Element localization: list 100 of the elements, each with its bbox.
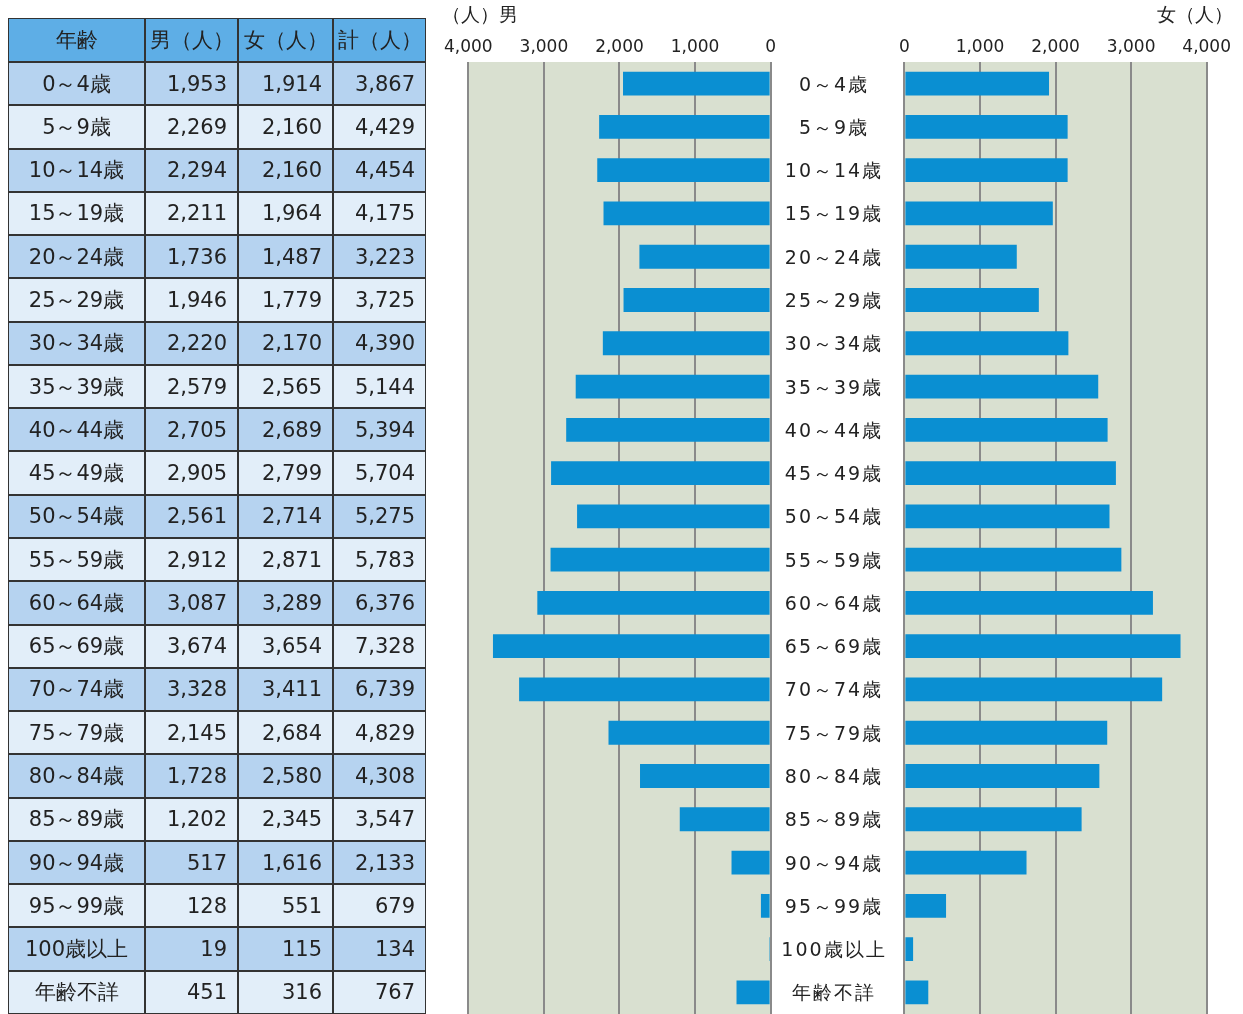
bar: [905, 288, 1039, 312]
y-tick-label: 20～24歳: [783, 244, 885, 270]
text: 5,144: [333, 364, 426, 409]
text: 60～64歳: [8, 581, 145, 625]
text: 100歳以上: [8, 927, 145, 971]
text: 3,547: [333, 797, 426, 841]
y-tick-label: 80～84歳: [783, 764, 885, 789]
bar: [905, 850, 1027, 875]
x-tick-label: 4,000: [1182, 36, 1231, 57]
text: 95～99歳: [8, 884, 145, 928]
text: 7,328: [333, 624, 426, 668]
text: 3,725: [333, 278, 426, 322]
bar: [905, 547, 1122, 572]
text: 6,376: [333, 581, 426, 625]
bar: [905, 158, 1068, 183]
bar: [905, 244, 1017, 269]
bar: [760, 893, 770, 918]
text: 4,390: [333, 321, 426, 365]
x-axis-title: 女（人）: [1157, 2, 1233, 27]
x-tick-label: 2,000: [595, 36, 644, 57]
text: 4,429: [333, 105, 426, 149]
bar: [492, 634, 770, 659]
text: 128: [145, 884, 238, 928]
text: 115: [238, 927, 333, 971]
bar: [608, 720, 770, 745]
y-tick-label: 55～59歳: [783, 547, 885, 573]
x-tick-label: 3,000: [1106, 36, 1156, 57]
text: 134: [333, 927, 426, 971]
text: 3,867: [333, 62, 426, 106]
text: 1,728: [145, 754, 238, 798]
bar: [905, 893, 947, 918]
bar: [905, 71, 1050, 96]
bar: [905, 201, 1053, 226]
bar: [905, 591, 1153, 615]
bar: [736, 980, 770, 1005]
y-tick-label: 90～94歳: [783, 850, 885, 876]
text: 1,616: [238, 840, 333, 885]
text: 679: [333, 884, 426, 928]
bar: [905, 677, 1163, 702]
text: 6,739: [333, 667, 426, 712]
text: 5,783: [333, 538, 426, 582]
text: 5,275: [333, 494, 426, 538]
bar: [575, 374, 770, 399]
text: 2,565: [238, 364, 333, 409]
text: 1,964: [238, 191, 333, 236]
bar: [519, 677, 770, 702]
text: 80～84歳: [8, 754, 145, 798]
text: 計（人）: [333, 18, 426, 62]
text: 4,829: [333, 711, 426, 755]
bar: [905, 764, 1100, 788]
text: 5,394: [333, 408, 426, 452]
y-tick-label: 45～49歳: [783, 461, 885, 487]
text: 2,220: [145, 321, 238, 365]
text: 2,170: [238, 321, 333, 365]
text: 2,294: [145, 148, 238, 192]
text: 3,223: [333, 235, 426, 279]
bar: [566, 417, 770, 442]
y-tick-label: 60～64歳: [783, 590, 885, 616]
text: 551: [238, 884, 333, 928]
bar: [603, 201, 770, 226]
text: 2,160: [238, 105, 333, 149]
text: 25～29歳: [8, 278, 145, 322]
text: 3,411: [238, 667, 333, 712]
text: 3,289: [238, 581, 333, 625]
bar: [623, 71, 770, 96]
text: 男（人）: [145, 18, 238, 62]
text: 3,674: [145, 624, 238, 668]
text: 女（人）: [238, 18, 333, 62]
bar: [551, 461, 770, 485]
text: 2,714: [238, 494, 333, 538]
text: 2,912: [145, 538, 238, 582]
text: 55～59歳: [8, 538, 145, 582]
text: 90～94歳: [8, 840, 145, 885]
text: 45～49歳: [8, 451, 145, 495]
text: 1,946: [145, 278, 238, 322]
text: 2,145: [145, 711, 238, 755]
bar: [905, 417, 1108, 442]
y-tick-label: 85～89歳: [783, 807, 885, 833]
text: 451: [145, 970, 238, 1014]
text: 3,087: [145, 581, 238, 625]
bar: [639, 244, 770, 269]
text: 20～24歳: [8, 235, 145, 279]
x-tick-label: 0: [898, 36, 910, 57]
bar: [731, 850, 770, 875]
bar: [905, 634, 1181, 659]
text: 1,779: [238, 278, 333, 322]
text: 19: [145, 927, 238, 971]
y-tick-label: 65～69歳: [783, 634, 885, 660]
y-tick-label: 50～54歳: [783, 504, 885, 530]
text: 2,160: [238, 148, 333, 192]
y-tick-label: 0～4歳: [797, 71, 871, 97]
x-tick-label: 2,000: [1031, 36, 1080, 57]
y-tick-label: 75～79歳: [783, 720, 885, 746]
text: 2,905: [145, 451, 238, 495]
bar: [905, 331, 1069, 356]
text: 2,684: [238, 711, 333, 755]
y-tick-label: 35～39歳: [783, 374, 885, 400]
text: 70～74歳: [8, 667, 145, 712]
text: 2,580: [238, 754, 333, 798]
text: 0～4歳: [8, 62, 145, 106]
